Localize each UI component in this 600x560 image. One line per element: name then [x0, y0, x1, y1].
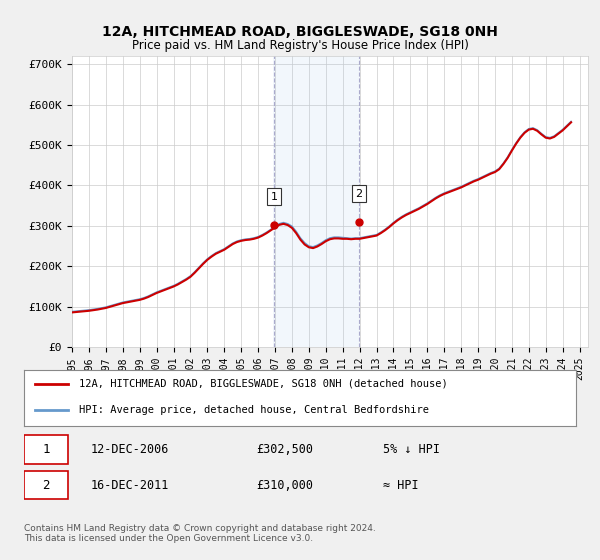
Bar: [274, 56, 360, 347]
Text: 1: 1: [43, 443, 50, 456]
Text: Contains HM Land Registry data © Crown copyright and database right 2024.
This d: Contains HM Land Registry data © Crown c…: [24, 524, 376, 543]
Text: ≈ HPI: ≈ HPI: [383, 479, 418, 492]
Text: 12A, HITCHMEAD ROAD, BIGGLESWADE, SG18 0NH (detached house): 12A, HITCHMEAD ROAD, BIGGLESWADE, SG18 0…: [79, 379, 448, 389]
Text: 2: 2: [43, 479, 50, 492]
Text: 12A, HITCHMEAD ROAD, BIGGLESWADE, SG18 0NH: 12A, HITCHMEAD ROAD, BIGGLESWADE, SG18 0…: [102, 25, 498, 39]
FancyBboxPatch shape: [24, 435, 68, 464]
Text: £310,000: £310,000: [256, 479, 313, 492]
Text: 16-DEC-2011: 16-DEC-2011: [90, 479, 169, 492]
Text: HPI: Average price, detached house, Central Bedfordshire: HPI: Average price, detached house, Cent…: [79, 405, 429, 415]
Text: £302,500: £302,500: [256, 443, 313, 456]
FancyBboxPatch shape: [24, 471, 68, 500]
Text: Price paid vs. HM Land Registry's House Price Index (HPI): Price paid vs. HM Land Registry's House …: [131, 39, 469, 52]
Text: 1: 1: [271, 192, 278, 202]
Text: 12-DEC-2006: 12-DEC-2006: [90, 443, 169, 456]
Text: 2: 2: [355, 189, 362, 198]
Text: 5% ↓ HPI: 5% ↓ HPI: [383, 443, 440, 456]
